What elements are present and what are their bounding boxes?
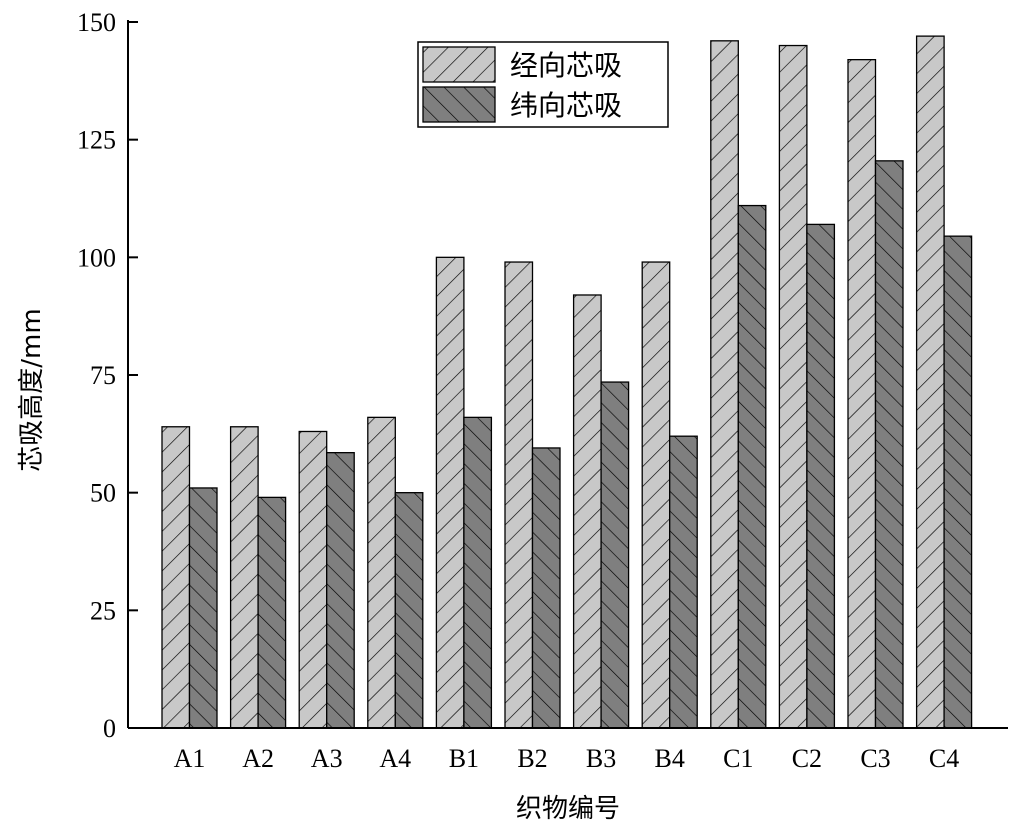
y-tick-label: 25 — [90, 596, 116, 625]
bar-A1-weft — [188, 487, 218, 729]
x-tick-label: B3 — [586, 744, 616, 773]
bar-C1-weft — [737, 204, 767, 729]
y-tick-label: 50 — [90, 479, 116, 508]
bar-A4-weft — [394, 492, 424, 729]
x-tick-label: C3 — [860, 744, 890, 773]
x-tick-label: C1 — [723, 744, 753, 773]
bar-A2-weft — [257, 496, 287, 729]
legend: 经向芯吸 纬向芯吸 — [417, 41, 669, 128]
x-tick-label: C2 — [792, 744, 822, 773]
plot-area — [161, 35, 973, 729]
bar-C4-weft — [943, 235, 973, 729]
x-tick-label: A4 — [379, 744, 411, 773]
x-tick-label: B1 — [449, 744, 479, 773]
y-tick-label: 0 — [103, 714, 116, 743]
bar-B3-warp — [572, 294, 602, 729]
bar-B3-weft — [600, 381, 630, 729]
x-axis-title: 织物编号 — [516, 794, 620, 824]
legend-label-warp: 经向芯吸 — [510, 49, 622, 82]
x-tick-label: C4 — [929, 744, 959, 773]
bar-C2-warp — [778, 44, 808, 729]
bar-B4-warp — [641, 261, 671, 729]
bar-A3-warp — [298, 430, 328, 729]
x-tick-label: B4 — [655, 744, 685, 773]
bar-B4-weft — [669, 435, 698, 729]
bar-C2-weft — [806, 223, 836, 729]
x-tick-label: A3 — [311, 744, 343, 773]
legend-label-weft: 纬向芯吸 — [510, 89, 622, 122]
x-tick-label: B2 — [517, 744, 547, 773]
bar-A3-weft — [326, 452, 355, 729]
bar-C1-warp — [710, 40, 739, 729]
bar-A1-warp — [161, 426, 191, 729]
bar-C3-weft — [874, 160, 904, 729]
y-axis-title: 芯吸高度/mm — [17, 308, 47, 471]
x-tick-label: A2 — [242, 744, 274, 773]
bar-B2-weft — [531, 447, 561, 729]
bar-B2-warp — [504, 261, 534, 729]
legend-swatch-warp — [422, 46, 496, 83]
y-tick-label: 100 — [77, 243, 116, 272]
bar-A4-warp — [367, 416, 396, 729]
legend-swatch-weft — [422, 86, 496, 123]
x-axis: A1 A2 A3 A4 B1 B2 B3 B4 C1 C2 C3 C4 — [128, 727, 1008, 773]
bar-B1-weft — [463, 416, 493, 729]
y-tick-label: 125 — [77, 126, 116, 155]
y-tick-label: 150 — [77, 8, 116, 37]
y-axis: 0 25 50 75 100 125 150 — [77, 8, 138, 743]
bar-C4-warp — [915, 35, 945, 729]
y-tick-label: 75 — [90, 361, 116, 390]
bar-C3-warp — [847, 59, 877, 729]
bar-B1-warp — [435, 256, 465, 729]
bar-A2-warp — [229, 426, 259, 729]
x-tick-label: A1 — [174, 744, 206, 773]
